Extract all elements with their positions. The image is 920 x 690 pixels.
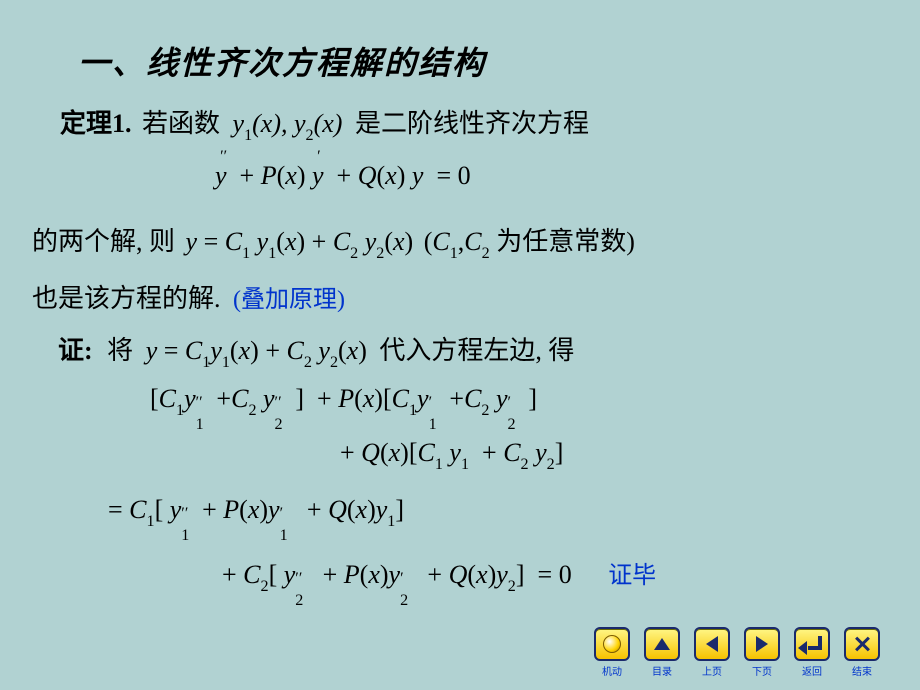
triangle-left-icon <box>694 627 730 661</box>
nav-prev-label: 上页 <box>702 663 722 678</box>
soln-expr: y = C1 y1(x) + C2 y2(x) <box>186 227 420 256</box>
proof-line-3: = C1[ y1′′ + P(x)y1′ + Q(x)y1] <box>108 495 404 525</box>
nav-toc-label: 目录 <box>652 663 672 678</box>
nav-bar: 机动 目录 上页 下页 返回 结束 <box>594 627 880 678</box>
triangle-up-icon <box>644 627 680 661</box>
section-heading: 一、线性齐次方程解的结构 <box>78 38 486 84</box>
superposition-note: (叠加原理) <box>233 287 345 313</box>
theorem-label: 定理1. <box>60 109 132 138</box>
theorem-also: 也是该方程的解. (叠加原理) <box>32 278 345 315</box>
proof-sub-suffix: 代入方程左边, 得 <box>379 336 574 365</box>
triangle-right-icon <box>744 627 780 661</box>
nav-motion-label: 机动 <box>602 663 622 678</box>
theorem-pretext: 若函数 <box>142 109 220 138</box>
proof-sub-expr: y = C1y1(x) + C2 y2(x) <box>146 336 374 365</box>
nav-motion-button[interactable]: 机动 <box>594 627 630 678</box>
nav-end-label: 结束 <box>852 663 872 678</box>
also-text: 也是该方程的解. <box>32 284 221 313</box>
slide: 一、线性齐次方程解的结构 定理1. 若函数 y1(x), y2(x) 是二阶线性… <box>0 0 920 690</box>
soln-arb-txt: 为任意常数) <box>496 227 635 256</box>
proof-label: 证: <box>58 336 93 365</box>
proof-line-2: + Q(x)[C1 y1 + C2 y2] <box>340 438 563 468</box>
nav-end-button[interactable]: 结束 <box>844 627 880 678</box>
return-icon <box>794 627 830 661</box>
nav-return-label: 返回 <box>802 663 822 678</box>
theorem-funcs: y1(x), y2(x) <box>233 109 349 138</box>
proof-line-intro: 证: 将 y = C1y1(x) + C2 y2(x) 代入方程左边, 得 <box>58 330 574 367</box>
proof-line-1: [C1y1′′ +C2 y2′′ ] + P(x)[C1y1′ +C2 y2′ … <box>150 384 537 414</box>
theorem-line-1: 定理1. 若函数 y1(x), y2(x) 是二阶线性齐次方程 <box>60 103 589 140</box>
nav-next-button[interactable]: 下页 <box>744 627 780 678</box>
nav-toc-button[interactable]: 目录 <box>644 627 680 678</box>
nav-prev-button[interactable]: 上页 <box>694 627 730 678</box>
soln-arb: (C1,C2 <box>424 227 496 256</box>
theorem-posttext: 是二阶线性齐次方程 <box>355 109 589 138</box>
circle-icon <box>594 627 630 661</box>
soln-prefix: 的两个解, 则 <box>32 227 175 256</box>
theorem-equation: y′′ + P(x) y′ + Q(x) y = 0 <box>215 161 471 191</box>
nav-return-button[interactable]: 返回 <box>794 627 830 678</box>
theorem-solution-line: 的两个解, 则 y = C1 y1(x) + C2 y2(x) (C1,C2 为… <box>32 221 635 258</box>
proof-line-4: + C2[ y2′′ + P(x)y2′ + Q(x)y2] = 0 证毕 <box>222 555 656 590</box>
proof-sub-prefix: 将 <box>107 336 133 365</box>
close-icon <box>844 627 880 661</box>
proof-qed: 证毕 <box>608 563 656 589</box>
nav-next-label: 下页 <box>752 663 772 678</box>
